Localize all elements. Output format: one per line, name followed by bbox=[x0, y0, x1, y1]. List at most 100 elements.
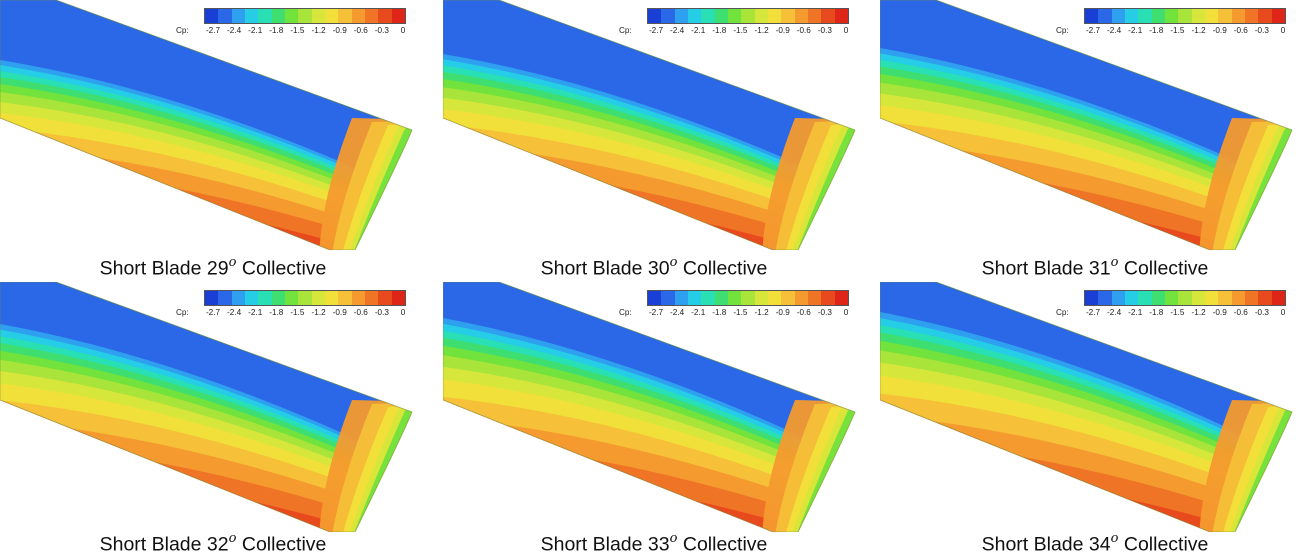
caption-4: Short Blade 32o Collective bbox=[99, 531, 327, 556]
colorbar-tick-label: -1.5 bbox=[1170, 26, 1185, 35]
blade-outline bbox=[443, 282, 856, 532]
blade-outline bbox=[880, 0, 1293, 250]
colorbar-swatch bbox=[298, 9, 312, 23]
blade-contour-plot bbox=[880, 282, 1293, 532]
colorbar bbox=[1084, 8, 1286, 24]
colorbar-tick-label: -0.9 bbox=[1212, 308, 1227, 317]
blade-outline bbox=[0, 0, 413, 250]
contour-panel-6: Cp: -2.7 -2.4 -2.1 -1.8 -1.5 -1.2 -0.9 -0.6 -0.3 0 bbox=[880, 282, 1300, 532]
blade-contour-plot bbox=[443, 0, 856, 250]
colorbar-swatch bbox=[767, 9, 782, 23]
colorbar-swatch bbox=[648, 9, 662, 23]
colorbar-swatch bbox=[244, 291, 259, 305]
colorbar-swatch bbox=[1271, 9, 1285, 23]
colorbar-tick-label: -2.1 bbox=[691, 26, 706, 35]
colorbar-tick-label: -0.9 bbox=[775, 308, 790, 317]
blade-outline bbox=[880, 282, 1293, 532]
colorbar-swatch bbox=[218, 9, 232, 23]
colorbar-tick-label: 0 bbox=[1280, 26, 1286, 35]
colorbar-swatch bbox=[1244, 291, 1259, 305]
colorbar-label: Cp: bbox=[619, 308, 632, 317]
colorbar-swatch bbox=[311, 291, 325, 305]
contour-panel-2: Cp: -2.7 -2.4 -2.1 -1.8 -1.5 -1.2 -0.9 -0.6 -0.3 0 bbox=[443, 0, 863, 250]
colorbar-tick-label: -2.7 bbox=[205, 308, 221, 317]
colorbar-swatch bbox=[1111, 291, 1125, 305]
colorbar-swatch bbox=[794, 9, 808, 23]
colorbar-tick-label: -2.4 bbox=[227, 26, 242, 35]
colorbar-tick-label: -0.3 bbox=[374, 308, 389, 317]
colorbar-swatch bbox=[364, 291, 379, 305]
colorbar-swatch bbox=[1258, 9, 1272, 23]
colorbar-swatch bbox=[284, 291, 299, 305]
colorbar-swatch bbox=[1124, 291, 1139, 305]
contour-panel-5: Cp: -2.7 -2.4 -2.1 -1.8 -1.5 -1.2 -0.9 -0.6 -0.3 0 bbox=[443, 282, 863, 532]
colorbar-tick-label: -1.5 bbox=[290, 308, 305, 317]
colorbar-tick-label: -0.3 bbox=[1254, 26, 1269, 35]
colorbar-swatch bbox=[1111, 9, 1125, 23]
colorbar-tick-label: -2.7 bbox=[1085, 308, 1101, 317]
colorbar-swatch bbox=[1124, 9, 1139, 23]
colorbar-tick-label: -2.7 bbox=[205, 26, 221, 35]
colorbar-tick-label: -2.4 bbox=[1107, 308, 1122, 317]
colorbar-swatch bbox=[258, 9, 272, 23]
colorbar-swatch bbox=[338, 9, 352, 23]
colorbar-swatch bbox=[1085, 291, 1099, 305]
colorbar-swatch bbox=[661, 291, 675, 305]
colorbar-swatch bbox=[205, 291, 219, 305]
colorbar bbox=[204, 8, 406, 24]
colorbar-swatch bbox=[351, 9, 365, 23]
colorbar-tick-label: -1.8 bbox=[712, 308, 727, 317]
colorbar-tick-label: -1.8 bbox=[269, 26, 284, 35]
colorbar-tick-label: -2.1 bbox=[248, 26, 263, 35]
contour-panel-1: Cp: -2.7 -2.4 -2.1 -1.8 -1.5 -1.2 -0.9 -0.6 -0.3 0 bbox=[0, 0, 420, 250]
colorbar-swatch bbox=[727, 291, 742, 305]
colorbar-swatch bbox=[1231, 9, 1245, 23]
colorbar-swatch bbox=[727, 9, 742, 23]
colorbar-ticks: Cp: -2.7 -2.4 -2.1 -1.8 -1.5 -1.2 -0.9 -0.6 -0.3 0 bbox=[619, 308, 869, 320]
colorbar-swatch bbox=[701, 9, 715, 23]
colorbar-swatch bbox=[794, 291, 808, 305]
colorbar-tick-label: -0.3 bbox=[817, 26, 832, 35]
colorbar-ticks: Cp: -2.7 -2.4 -2.1 -1.8 -1.5 -1.2 -0.9 -0.6 -0.3 0 bbox=[176, 308, 426, 320]
colorbar-tick-label: -1.5 bbox=[290, 26, 305, 35]
colorbar-tick-label: -0.6 bbox=[796, 26, 811, 35]
colorbar-swatch bbox=[741, 9, 755, 23]
colorbar-tick-label: 0 bbox=[400, 308, 406, 317]
colorbar-swatch bbox=[1191, 9, 1205, 23]
contour-panel-3: Cp: -2.7 -2.4 -2.1 -1.8 -1.5 -1.2 -0.9 -0.6 -0.3 0 bbox=[880, 0, 1300, 250]
colorbar-swatch bbox=[1204, 291, 1219, 305]
colorbar-swatch bbox=[231, 9, 245, 23]
colorbar-swatch bbox=[1138, 291, 1152, 305]
colorbar bbox=[647, 8, 849, 24]
colorbar-swatch bbox=[754, 291, 768, 305]
colorbar-swatch bbox=[661, 9, 675, 23]
colorbar-swatch bbox=[701, 291, 715, 305]
colorbar-tick-label: 0 bbox=[843, 308, 849, 317]
colorbar-tick-label: -1.8 bbox=[1149, 26, 1164, 35]
contour-panel-4: Cp: -2.7 -2.4 -2.1 -1.8 -1.5 -1.2 -0.9 -0.6 -0.3 0 bbox=[0, 282, 420, 532]
colorbar-ticks: Cp: -2.7 -2.4 -2.1 -1.8 -1.5 -1.2 -0.9 -0.6 -0.3 0 bbox=[619, 26, 869, 38]
colorbar-tick-label: -2.4 bbox=[670, 308, 685, 317]
colorbar-tick-label: -2.1 bbox=[691, 308, 706, 317]
colorbar bbox=[204, 290, 406, 306]
colorbar-ticks: Cp: -2.7 -2.4 -2.1 -1.8 -1.5 -1.2 -0.9 -0.6 -0.3 0 bbox=[1056, 26, 1301, 38]
colorbar-swatch bbox=[767, 291, 782, 305]
colorbar-tick-label: -1.2 bbox=[311, 26, 326, 35]
colorbar-tick-label: -1.8 bbox=[269, 308, 284, 317]
colorbar-tick-label: -2.4 bbox=[1107, 26, 1122, 35]
colorbar-tick-label: -0.9 bbox=[775, 26, 790, 35]
colorbar-swatch bbox=[648, 291, 662, 305]
colorbar-swatch bbox=[338, 291, 352, 305]
colorbar-tick-label: -0.6 bbox=[1233, 26, 1248, 35]
colorbar-swatch bbox=[1244, 9, 1259, 23]
colorbar-tick-label: 0 bbox=[1280, 308, 1286, 317]
colorbar-swatch bbox=[1178, 9, 1192, 23]
colorbar-swatch bbox=[1151, 9, 1165, 23]
colorbar-swatch bbox=[714, 9, 728, 23]
colorbar-swatch bbox=[741, 291, 755, 305]
colorbar-tick-label: -0.3 bbox=[374, 26, 389, 35]
colorbar-swatch bbox=[391, 291, 405, 305]
colorbar-swatch bbox=[258, 291, 272, 305]
colorbar-swatch bbox=[834, 291, 848, 305]
blade-contour-plot bbox=[880, 0, 1293, 250]
